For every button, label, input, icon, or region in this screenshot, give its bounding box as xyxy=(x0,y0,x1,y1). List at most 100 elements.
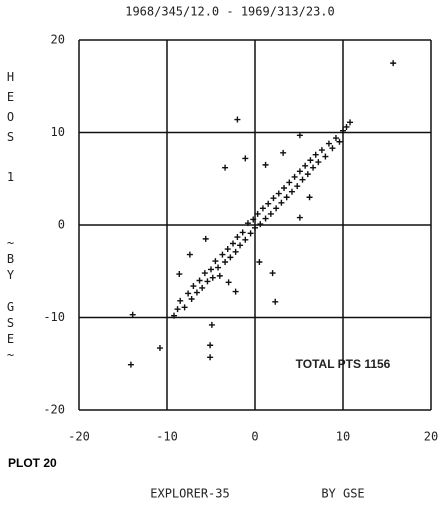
point xyxy=(270,195,277,202)
chart-title: 1968/345/12.0 - 1969/313/23.0 xyxy=(125,5,335,19)
point xyxy=(299,176,306,183)
point xyxy=(208,321,215,328)
point xyxy=(237,242,244,249)
point xyxy=(215,264,222,271)
point xyxy=(340,127,346,134)
point xyxy=(302,162,309,169)
point xyxy=(304,171,311,178)
y-tick-label: 0 xyxy=(58,218,65,232)
point xyxy=(202,235,209,242)
x-label-right: BY GSE xyxy=(321,487,364,501)
point xyxy=(208,266,214,273)
point xyxy=(244,220,251,227)
point xyxy=(193,289,200,296)
point xyxy=(343,123,350,130)
point xyxy=(188,296,195,302)
point xyxy=(234,234,241,241)
point xyxy=(247,230,254,237)
point xyxy=(325,140,332,147)
point xyxy=(318,147,325,154)
point xyxy=(196,277,203,284)
point xyxy=(230,240,236,247)
point xyxy=(209,274,216,281)
point xyxy=(347,119,354,126)
point xyxy=(288,188,295,195)
x-label-left: EXPLORER-35 xyxy=(150,487,229,501)
y-tick-label: -20 xyxy=(43,403,65,417)
point xyxy=(216,272,223,279)
point xyxy=(329,145,336,152)
point xyxy=(252,224,258,231)
point xyxy=(332,135,339,142)
point xyxy=(224,246,231,253)
point xyxy=(265,200,272,207)
point xyxy=(232,248,239,255)
point xyxy=(306,194,313,201)
x-tick-label: 10 xyxy=(336,430,350,444)
point xyxy=(267,210,274,217)
y-label-top: HEOS 1 xyxy=(4,70,18,190)
point xyxy=(296,168,303,175)
point xyxy=(310,164,317,171)
point xyxy=(262,215,269,222)
point xyxy=(177,297,184,304)
point xyxy=(207,342,214,349)
point xyxy=(201,270,208,277)
point xyxy=(181,304,188,311)
plot-label: PLOT 20 xyxy=(8,456,57,470)
point xyxy=(280,149,287,156)
x-tick-label: -10 xyxy=(156,430,178,444)
point xyxy=(254,210,261,217)
point xyxy=(315,159,322,166)
point xyxy=(190,283,197,290)
y-label-bottom: ~BY GSE~ xyxy=(4,236,18,364)
point xyxy=(312,151,319,158)
point xyxy=(185,290,192,297)
point xyxy=(257,221,264,228)
point xyxy=(127,361,134,368)
x-tick-label: 0 xyxy=(251,430,258,444)
point xyxy=(222,259,229,265)
point xyxy=(281,185,288,191)
point xyxy=(272,298,279,305)
y-tick-label: 20 xyxy=(51,33,65,47)
point xyxy=(250,216,257,223)
point xyxy=(232,288,239,295)
point xyxy=(171,312,178,319)
point xyxy=(322,153,329,160)
x-tick-label: -20 xyxy=(68,430,90,444)
point xyxy=(242,155,249,162)
y-tick-label: 10 xyxy=(51,125,65,139)
point xyxy=(242,236,249,243)
point xyxy=(286,179,293,186)
point xyxy=(273,205,280,212)
point xyxy=(296,214,303,221)
point xyxy=(239,229,246,236)
point xyxy=(212,258,219,265)
point xyxy=(283,194,290,201)
point xyxy=(174,306,181,313)
point xyxy=(176,271,183,278)
point xyxy=(207,354,214,361)
point xyxy=(227,254,234,261)
point xyxy=(199,284,206,291)
point xyxy=(278,199,285,206)
point xyxy=(269,270,276,277)
point xyxy=(204,278,211,285)
point xyxy=(219,251,226,258)
point xyxy=(186,251,193,258)
point xyxy=(259,205,266,212)
point xyxy=(307,157,314,164)
point xyxy=(225,279,232,286)
point xyxy=(234,116,241,123)
point xyxy=(222,164,229,171)
y-tick-label: -10 xyxy=(43,310,65,324)
point xyxy=(291,173,298,180)
point xyxy=(294,183,301,190)
point xyxy=(129,311,136,318)
point xyxy=(336,138,343,145)
point xyxy=(262,161,269,168)
point xyxy=(275,190,282,197)
point xyxy=(256,259,263,265)
